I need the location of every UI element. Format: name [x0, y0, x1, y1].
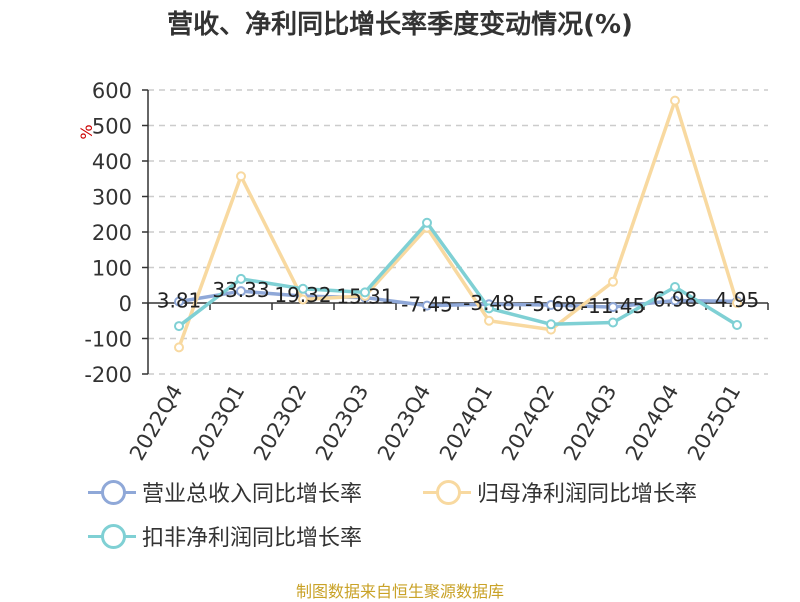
data-label: -5.68 [525, 292, 577, 316]
legend-swatch-icon [423, 472, 471, 512]
series-lines [174, 95, 742, 353]
y-tick-label: 0 [119, 292, 132, 316]
data-point [670, 95, 680, 106]
data-point [546, 319, 556, 330]
data-point [484, 315, 494, 326]
legend-label: 营业总收入同比增长率 [142, 482, 363, 507]
y-tick-label: -200 [84, 363, 132, 387]
chart-title: 营收、净利同比增长率季度变动情况(%) [167, 10, 633, 40]
y-axis-unit: % [77, 124, 96, 139]
data-point [174, 321, 184, 332]
data-point [298, 294, 308, 305]
data-point [608, 317, 618, 328]
data-point [670, 295, 680, 306]
data-label: 15.31 [336, 285, 393, 309]
data-label: 6.98 [653, 288, 698, 312]
data-point [484, 303, 494, 314]
y-tick-label: 300 [92, 186, 132, 210]
x-tick-label: 2023Q2 [249, 381, 311, 465]
data-labels: 3.81 33.33 19.32 15.31 -7.45 -3.48 -5.68 -11.45… [157, 278, 760, 318]
data-point [236, 273, 246, 284]
data-label: -3.48 [463, 291, 515, 315]
data-point [236, 171, 246, 182]
data-point [174, 296, 184, 307]
data-label: 4.95 [715, 288, 760, 312]
data-point [546, 300, 556, 311]
x-tick-label: 2023Q3 [311, 381, 373, 465]
y-tick-label: 500 [92, 115, 132, 139]
x-tick-label: 2024Q4 [621, 381, 683, 465]
data-point [236, 286, 246, 297]
data-point [608, 302, 618, 313]
x-tick-label: 2024Q1 [435, 381, 497, 465]
series-line-3 [177, 221, 738, 328]
x-tick-label: 2023Q1 [187, 381, 249, 465]
x-tick-label: 2024Q3 [559, 381, 621, 465]
legend-swatch-icon [88, 472, 136, 512]
data-label: -7.45 [401, 293, 453, 317]
x-tick-label: 2023Q4 [373, 381, 435, 465]
legend-item[interactable]: 营业总收入同比增长率 [88, 472, 362, 512]
x-tick-label: 2024Q2 [497, 381, 559, 465]
legend-swatch-icon [88, 516, 136, 556]
data-label: -11.45 [581, 294, 645, 318]
source-note: 制图数据来自恒生聚源数据库 [295, 582, 504, 601]
data-point [422, 300, 432, 311]
data-point [174, 342, 184, 353]
data-label: 3.81 [157, 289, 202, 313]
data-point [608, 276, 618, 287]
x-tick-label: 2025Q1 [683, 381, 745, 465]
y-tick-label: 200 [92, 221, 132, 245]
data-label: 19.32 [274, 283, 331, 307]
data-point [732, 298, 742, 308]
legend-item[interactable]: 归母净利润同比增长率 [423, 472, 697, 512]
legend-label: 归母净利润同比增长率 [477, 482, 698, 507]
data-point [298, 283, 308, 294]
x-tick-label: 2022Q4 [125, 381, 187, 465]
data-point [732, 320, 742, 331]
grid-lines [148, 89, 768, 375]
data-point [360, 287, 370, 298]
data-label: 33.33 [212, 278, 269, 302]
legend-label: 扣非净利润同比增长率 [142, 526, 363, 551]
y-tick-label: -100 [84, 328, 132, 352]
y-tick-label: 100 [92, 257, 132, 281]
y-tick-label: 400 [92, 150, 132, 174]
legend-item[interactable]: 扣非净利润同比增长率 [88, 516, 362, 556]
series-line-2 [177, 98, 739, 348]
y-tick-label: 600 [92, 79, 132, 103]
data-point [670, 282, 680, 293]
data-point [422, 217, 432, 228]
